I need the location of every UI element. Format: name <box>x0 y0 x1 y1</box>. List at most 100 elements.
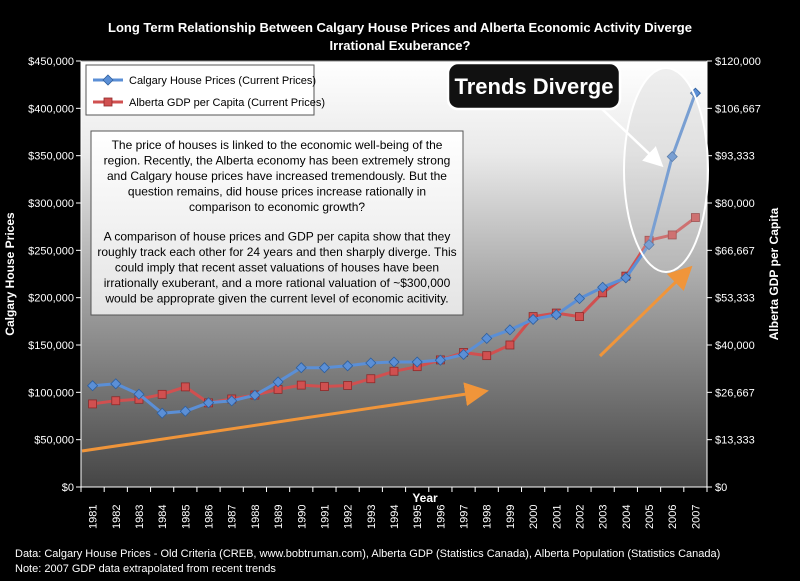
right-tick-label: $26,667 <box>715 387 755 399</box>
x-tick-label: 1997 <box>459 505 471 529</box>
house-price-point <box>573 293 586 305</box>
footer-note: Note: 2007 GDP data extrapolated from re… <box>15 563 276 575</box>
callout-paragraph-2-line: would be approprate given the current le… <box>104 292 448 306</box>
x-axis-title: Year <box>412 491 438 505</box>
callout-paragraph-1-line: comparison to economic growth? <box>189 200 365 214</box>
right-tick-label: $120,000 <box>715 56 761 68</box>
series-layer <box>87 87 701 419</box>
callout-text: The price of houses is linked to the eco… <box>97 138 456 306</box>
x-tick-label: 2001 <box>551 505 563 529</box>
house-price-point <box>295 362 307 374</box>
house-price-point <box>272 376 284 388</box>
house-price-point <box>434 354 446 366</box>
house-price-point <box>133 388 145 400</box>
x-tick-label: 1999 <box>505 505 517 529</box>
right-tick-label: $66,667 <box>715 245 755 257</box>
x-tick-label: 1994 <box>389 505 401 529</box>
left-tick-label: $50,000 <box>34 435 74 447</box>
gdp-point <box>389 366 399 376</box>
left-tick-label: $350,000 <box>28 151 74 163</box>
gdp-point <box>157 389 167 399</box>
left-axis-ticks: $0 $50,000 $100,000 $150,000 $200,000 $250,00… <box>28 56 81 494</box>
trends-diverge-box <box>446 61 622 111</box>
callout-paragraph-1-line: question remains, did house prices incre… <box>128 185 426 199</box>
x-tick-label: 1982 <box>111 505 123 529</box>
house-price-point <box>388 356 400 368</box>
x-tick-label: 1993 <box>366 505 378 529</box>
house-price-point <box>110 378 122 390</box>
house-price-point <box>527 313 539 326</box>
callout-paragraph-1-line: region. Recently, the Alberta economy ha… <box>104 154 451 168</box>
house-price-point <box>643 239 655 251</box>
callout-paragraph-1-line: and Calgary house prices have increased … <box>107 169 447 183</box>
x-tick-label: 1984 <box>157 505 169 529</box>
house-price-point <box>156 407 168 419</box>
x-axis-ticks: 1981 1982 1983 1984 1985 1986 1987 1988 1989 1990… <box>80 487 708 529</box>
legend-marker-gdp <box>103 97 113 107</box>
house-price-point <box>342 360 354 372</box>
callout-paragraph-2-line: roughly track each other for 24 years an… <box>97 245 456 259</box>
house-price-point <box>666 151 678 163</box>
house-price-point <box>550 309 562 321</box>
x-tick-label: 1983 <box>134 505 146 529</box>
house-price-point <box>226 395 238 407</box>
left-tick-label: $200,000 <box>28 293 74 305</box>
x-tick-label: 2005 <box>644 505 656 529</box>
right-tick-label: $40,000 <box>715 340 755 352</box>
right-tick-label: $93,333 <box>715 151 755 163</box>
x-tick-label: 1985 <box>180 505 192 529</box>
house-price-point <box>457 348 470 361</box>
x-tick-label: 2006 <box>667 505 679 529</box>
left-tick-label: $150,000 <box>28 340 74 352</box>
house-price-point <box>620 272 632 284</box>
x-tick-label: 1981 <box>88 505 100 529</box>
house-price-point <box>365 357 377 369</box>
house-price-point <box>249 389 261 401</box>
gdp-point <box>667 230 677 240</box>
x-tick-label: 2004 <box>621 505 633 529</box>
legend-marker-house <box>102 74 114 86</box>
gdp-point <box>505 340 515 350</box>
right-tick-label: $53,333 <box>715 293 755 305</box>
callout-paragraph-2-line: A comparison of house prices and GDP per… <box>104 230 451 244</box>
left-tick-label: $450,000 <box>28 56 74 68</box>
callout: The price of houses is linked to the eco… <box>90 130 464 316</box>
chart-title-line-2: Irrational Exuberance? <box>330 38 471 53</box>
right-tick-label: $106,667 <box>715 103 761 115</box>
gdp-point <box>180 382 190 392</box>
x-tick-label: 1992 <box>343 505 355 529</box>
x-tick-label: 1988 <box>250 505 262 529</box>
gdp-point <box>320 382 329 391</box>
right-axis-title: Alberta GDP per Capita <box>767 207 781 340</box>
legend-box <box>85 64 315 116</box>
x-tick-label: 2007 <box>690 505 702 529</box>
gdp-point <box>691 213 700 222</box>
x-tick-label: 1998 <box>482 505 494 529</box>
right-axis-ticks: $0 $13,333 $26,667 $40,000 $53,333 $66,667 $80… <box>707 56 761 494</box>
x-tick-label: 1991 <box>319 505 331 529</box>
gdp-point <box>482 351 492 361</box>
callout-box <box>90 130 464 316</box>
house-price-point <box>179 405 191 417</box>
x-tick-label: 2000 <box>528 505 540 529</box>
gdp-point <box>366 374 376 384</box>
x-tick-label: 1990 <box>296 505 308 529</box>
house-price-point <box>87 380 99 392</box>
house-price-point <box>504 324 516 336</box>
right-tick-label: $13,333 <box>715 435 755 447</box>
callout-paragraph-2-line: irrationally exuberant, and a more ratio… <box>104 276 451 290</box>
left-tick-label: $100,000 <box>28 387 74 399</box>
legend-label-house: Calgary House Prices (Current Prices) <box>129 75 316 87</box>
x-tick-label: 1989 <box>273 505 285 529</box>
left-tick-label: $250,000 <box>28 245 74 257</box>
callout-paragraph-2-line: could imply that recent asset valuations… <box>115 261 439 275</box>
gdp-point <box>575 312 584 322</box>
gdp-point <box>88 399 97 409</box>
x-tick-label: 2003 <box>598 505 610 529</box>
trend-arrow-lower <box>81 382 489 453</box>
axes <box>80 61 708 488</box>
right-tick-label: $0 <box>715 482 727 494</box>
left-tick-label: $0 <box>62 482 74 494</box>
divergence-ellipse <box>623 67 709 273</box>
x-tick-label: 1987 <box>227 505 239 529</box>
